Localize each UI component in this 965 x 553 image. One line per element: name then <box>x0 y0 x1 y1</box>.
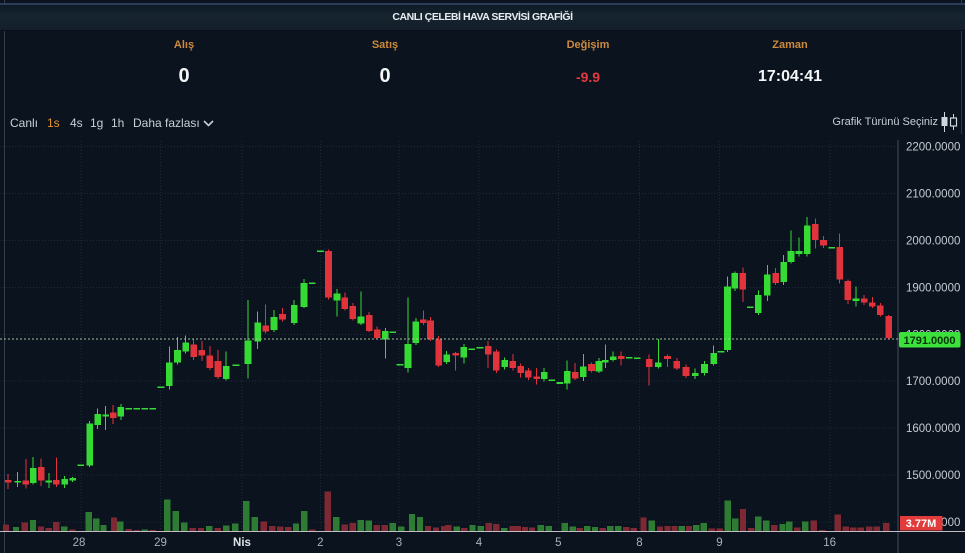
svg-text:8: 8 <box>636 537 642 549</box>
svg-text:5: 5 <box>555 537 561 549</box>
svg-text:2100.0000: 2100.0000 <box>906 189 960 201</box>
svg-text:Nis: Nis <box>233 537 251 549</box>
svg-text:9: 9 <box>716 537 722 549</box>
svg-text:2: 2 <box>317 537 323 549</box>
svg-text:16: 16 <box>823 537 836 549</box>
svg-text:1700.0000: 1700.0000 <box>906 376 960 388</box>
svg-text:29: 29 <box>154 537 167 549</box>
svg-text:1500.0000: 1500.0000 <box>906 470 960 482</box>
svg-text:1600.0000: 1600.0000 <box>906 423 960 435</box>
svg-text:2000.0000: 2000.0000 <box>906 236 960 248</box>
svg-text:3.77M: 3.77M <box>906 518 937 530</box>
svg-text:1791.0000: 1791.0000 <box>904 335 956 347</box>
svg-text:1900.0000: 1900.0000 <box>906 282 960 294</box>
svg-text:28: 28 <box>73 537 86 549</box>
svg-text:4: 4 <box>476 537 483 549</box>
svg-text:2200.0000: 2200.0000 <box>906 142 960 154</box>
svg-text:3: 3 <box>396 537 402 549</box>
